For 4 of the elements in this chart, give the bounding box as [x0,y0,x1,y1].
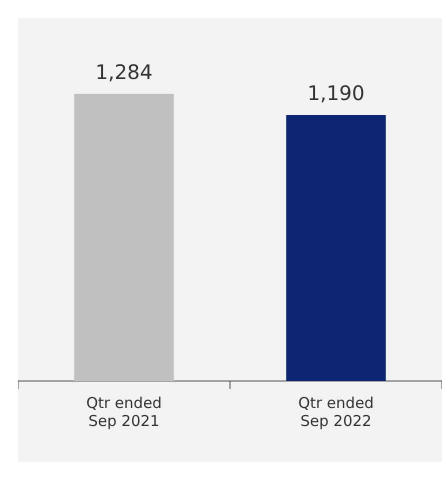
data-label: 1,190 [307,81,365,106]
x-tick-label: Qtr ended Sep 2021 [86,394,162,430]
data-label: 1,284 [95,60,153,84]
x-tick-label: Qtr ended Sep 2022 [298,394,374,430]
